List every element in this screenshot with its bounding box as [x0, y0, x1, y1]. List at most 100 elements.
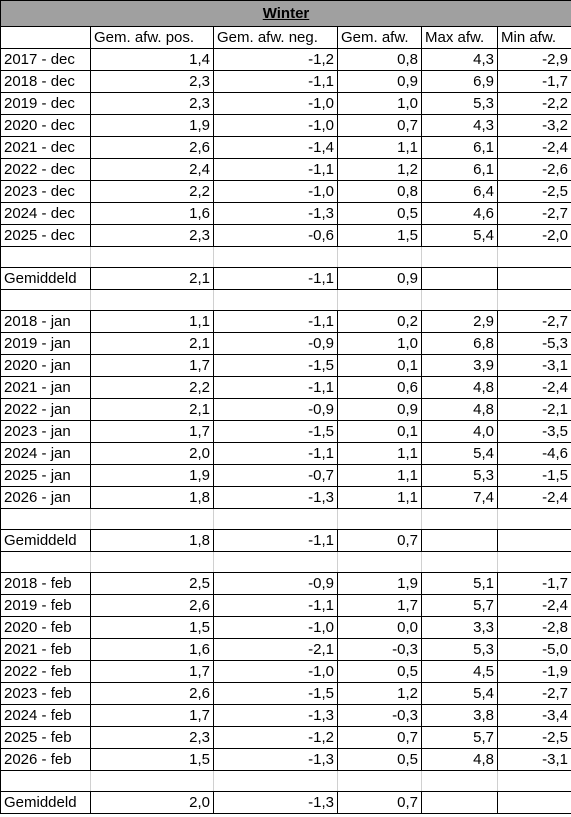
column-header: Min afw. [497, 26, 571, 49]
average-value: 0,7 [337, 791, 422, 814]
empty-cell [497, 289, 571, 311]
average-value: 2,1 [90, 267, 214, 290]
data-row: 2023 - dec 2,2 -1,0 0,8 6,4 -2,5 [0, 180, 571, 203]
value-cell: -3,2 [497, 114, 571, 137]
empty-cell [497, 267, 571, 290]
value-cell: 1,7 [90, 660, 214, 683]
value-cell: 0,5 [337, 202, 422, 225]
period-label: 2022 - feb [0, 660, 91, 683]
value-cell: 5,1 [421, 572, 498, 595]
value-cell: -1,3 [213, 704, 338, 727]
data-row: 2026 - feb 1,5 -1,3 0,5 4,8 -3,1 [0, 748, 571, 771]
data-row: 2018 - dec 2,3 -1,1 0,9 6,9 -1,7 [0, 70, 571, 93]
value-cell: 0,6 [337, 376, 422, 399]
empty-cell [0, 551, 91, 573]
value-cell: -1,1 [213, 442, 338, 465]
value-cell: 0,7 [337, 114, 422, 137]
value-cell: -0,9 [213, 572, 338, 595]
empty-cell [90, 246, 214, 268]
value-cell: -5,0 [497, 638, 571, 661]
period-label: 2023 - dec [0, 180, 91, 203]
value-cell: -2,0 [497, 224, 571, 247]
value-cell: -0,3 [337, 638, 422, 661]
average-value: 0,9 [337, 267, 422, 290]
value-cell: 0,2 [337, 310, 422, 333]
data-row: 2018 - feb 2,5 -0,9 1,9 5,1 -1,7 [0, 572, 571, 595]
title-row: Winter [0, 0, 571, 27]
value-cell: 1,2 [337, 682, 422, 705]
value-cell: 2,4 [90, 158, 214, 181]
value-cell: 0,8 [337, 48, 422, 71]
average-label: Gemiddeld [0, 791, 91, 814]
value-cell: -2,4 [497, 136, 571, 159]
value-cell: 2,3 [90, 726, 214, 749]
blank-row [0, 508, 571, 530]
data-row: 2025 - feb 2,3 -1,2 0,7 5,7 -2,5 [0, 726, 571, 749]
data-row: 2025 - dec 2,3 -0,6 1,5 5,4 -2,0 [0, 224, 571, 247]
value-cell: -0,9 [213, 332, 338, 355]
empty-cell [213, 246, 338, 268]
value-cell: 6,9 [421, 70, 498, 93]
value-cell: 1,8 [90, 486, 214, 509]
period-label: 2026 - feb [0, 748, 91, 771]
value-cell: -1,3 [213, 202, 338, 225]
average-value: -1,3 [213, 791, 338, 814]
average-value: 0,7 [337, 529, 422, 552]
average-value: 2,0 [90, 791, 214, 814]
period-label: 2019 - jan [0, 332, 91, 355]
value-cell: 5,7 [421, 594, 498, 617]
value-cell: 1,1 [337, 136, 422, 159]
value-cell: -2,7 [497, 682, 571, 705]
data-row: 2022 - dec 2,4 -1,1 1,2 6,1 -2,6 [0, 158, 571, 181]
average-label: Gemiddeld [0, 267, 91, 290]
value-cell: 4,8 [421, 376, 498, 399]
value-cell: 2,3 [90, 70, 214, 93]
empty-cell [421, 551, 498, 573]
data-row: 2020 - feb 1,5 -1,0 0,0 3,3 -2,8 [0, 616, 571, 639]
period-label: 2023 - jan [0, 420, 91, 443]
value-cell: -2,6 [497, 158, 571, 181]
period-label: 2026 - jan [0, 486, 91, 509]
value-cell: -1,5 [213, 682, 338, 705]
value-cell: -2,5 [497, 726, 571, 749]
period-label: 2018 - feb [0, 572, 91, 595]
value-cell: 6,8 [421, 332, 498, 355]
empty-cell [90, 770, 214, 792]
period-label: 2017 - dec [0, 48, 91, 71]
value-cell: -2,7 [497, 202, 571, 225]
value-cell: 0,8 [337, 180, 422, 203]
period-label: 2025 - feb [0, 726, 91, 749]
data-row: 2022 - feb 1,7 -1,0 0,5 4,5 -1,9 [0, 660, 571, 683]
value-cell: 1,5 [337, 224, 422, 247]
value-cell: 1,1 [337, 442, 422, 465]
value-cell: 1,7 [337, 594, 422, 617]
value-cell: -1,5 [213, 420, 338, 443]
value-cell: 4,3 [421, 114, 498, 137]
blank-row [0, 551, 571, 573]
period-label: 2020 - jan [0, 354, 91, 377]
value-cell: -1,2 [213, 726, 338, 749]
value-cell: 1,2 [337, 158, 422, 181]
value-cell: -2,8 [497, 616, 571, 639]
period-label: 2024 - dec [0, 202, 91, 225]
empty-cell [213, 508, 338, 530]
value-cell: 2,6 [90, 136, 214, 159]
period-label: 2020 - feb [0, 616, 91, 639]
value-cell: -3,1 [497, 748, 571, 771]
value-cell: -2,7 [497, 310, 571, 333]
value-cell: 5,3 [421, 638, 498, 661]
blank-row [0, 246, 571, 268]
value-cell: 0,5 [337, 660, 422, 683]
value-cell: 1,0 [337, 92, 422, 115]
value-cell: 2,1 [90, 398, 214, 421]
value-cell: -3,4 [497, 704, 571, 727]
average-row: Gemiddeld 1,8 -1,1 0,7 [0, 529, 571, 552]
period-label: 2021 - feb [0, 638, 91, 661]
column-header: Gem. afw. pos. [90, 26, 214, 49]
empty-cell [213, 770, 338, 792]
value-cell: 1,5 [90, 748, 214, 771]
period-label: 2018 - jan [0, 310, 91, 333]
